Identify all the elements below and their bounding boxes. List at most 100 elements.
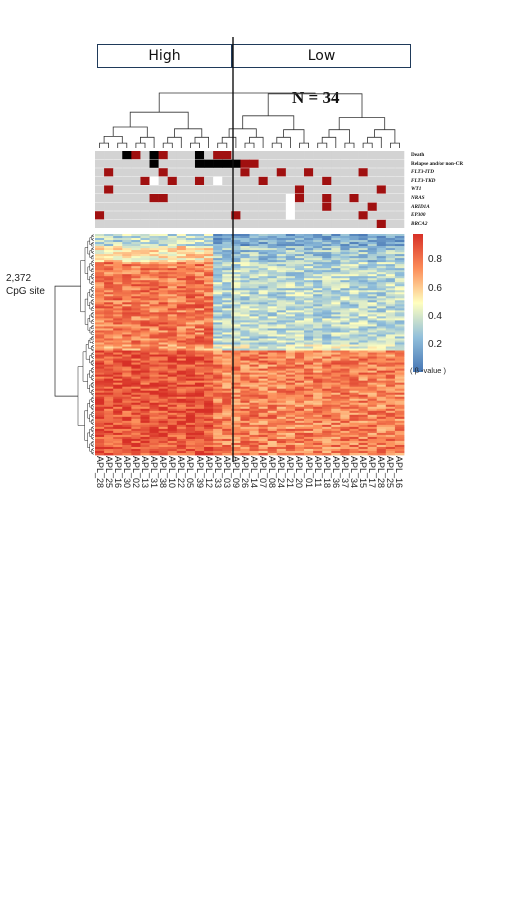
heatmap-cell [185,432,196,436]
heatmap-cell [331,292,341,295]
heatmap-cell [194,240,205,243]
heatmap-cell [204,254,214,257]
heatmap-cell [140,238,150,241]
annotation-cell [213,168,223,177]
heatmap-cell [394,416,405,420]
heatmap-cell [158,324,169,327]
heatmap-cell [267,326,278,329]
heatmap-cell [331,362,341,365]
heatmap-cell [322,312,332,315]
heatmap-cell [340,342,350,345]
heatmap-cell [204,428,214,432]
heatmap-cell [185,438,196,442]
heatmap-cell [158,400,169,404]
heatmap-cell [249,452,259,456]
heatmap-cell [222,424,232,428]
heatmap-cell [176,316,187,319]
heatmap-cell [204,340,214,343]
heatmap-cell [331,370,341,374]
heatmap-cell [194,296,205,299]
heatmap-cell [385,446,396,450]
heatmap-cell [158,272,169,275]
heatmap-cell [222,328,232,331]
heatmap-cell [167,432,178,436]
dendrogram-link [92,356,94,359]
annotation-cell [258,168,268,177]
heatmap-cell [185,264,196,267]
heatmap-cell [258,354,269,357]
heatmap-cell [113,424,123,428]
heatmap-cell [204,264,214,267]
heatmap-cell [385,344,396,347]
annotation-cell [222,176,232,185]
heatmap-cell [95,342,105,345]
heatmap-cell [113,346,123,349]
heatmap-cell [131,414,141,418]
heatmap-cell [258,316,269,319]
heatmap-cell [304,402,314,406]
heatmap-cell [131,412,141,416]
heatmap-cell [131,268,141,271]
heatmap-cell [158,386,169,390]
heatmap-cell [204,306,214,309]
dendrogram-link [299,142,309,148]
annotation-cell [240,185,250,194]
heatmap-cell [276,360,287,363]
heatmap-cell [267,328,278,331]
heatmap-cell [367,418,378,422]
heatmap-cell [131,396,141,400]
heatmap-cell [349,346,359,349]
heatmap-cell [149,450,160,454]
heatmap-cell [167,330,178,333]
heatmap-cell [194,430,205,434]
heatmap-cell [231,298,241,301]
heatmap-cell [313,298,323,301]
heatmap-cell [367,252,378,255]
heatmap-cell [294,362,305,365]
heatmap-cell [167,272,178,275]
heatmap-cell [322,398,332,402]
heatmap-cell [267,414,278,418]
heatmap-cell [95,362,105,365]
heatmap-cell [376,398,387,402]
annotation-cell [276,202,287,211]
heatmap-cell [95,252,105,255]
heatmap-cell [313,278,323,281]
heatmap-cell [276,250,287,253]
heatmap-cell [240,262,250,265]
heatmap-cell [376,286,387,289]
heatmap-cell [167,316,178,319]
heatmap-cell [385,400,396,404]
annotation-cell [276,185,287,194]
heatmap-cell [358,330,369,333]
heatmap-cell [285,414,296,418]
heatmap-cell [276,364,287,367]
heatmap-cell [231,398,241,402]
heatmap-cell [185,280,196,283]
heatmap-cell [258,406,269,410]
heatmap-cell [167,382,178,386]
annotation-cell [213,202,223,211]
heatmap-cell [104,360,114,363]
heatmap-cell [204,288,214,291]
heatmap-cell [285,426,296,430]
heatmap-cell [285,446,296,450]
heatmap-cell [95,264,105,267]
heatmap-cell [285,266,296,269]
heatmap-cell [304,324,314,327]
heatmap-cell [394,274,405,277]
heatmap-cell [149,360,160,363]
heatmap-cell [176,234,187,237]
heatmap-cell [394,258,405,261]
heatmap-cell [276,244,287,247]
heatmap-cell [331,278,341,281]
heatmap-cell [222,444,232,448]
heatmap-cell [340,264,350,267]
annotation-cell [240,194,250,203]
heatmap-cell [285,302,296,305]
heatmap-cell [149,276,160,279]
heatmap-cell [394,436,405,440]
heatmap-cell [176,238,187,241]
heatmap-cell [394,238,405,241]
heatmap-cell [240,306,250,309]
